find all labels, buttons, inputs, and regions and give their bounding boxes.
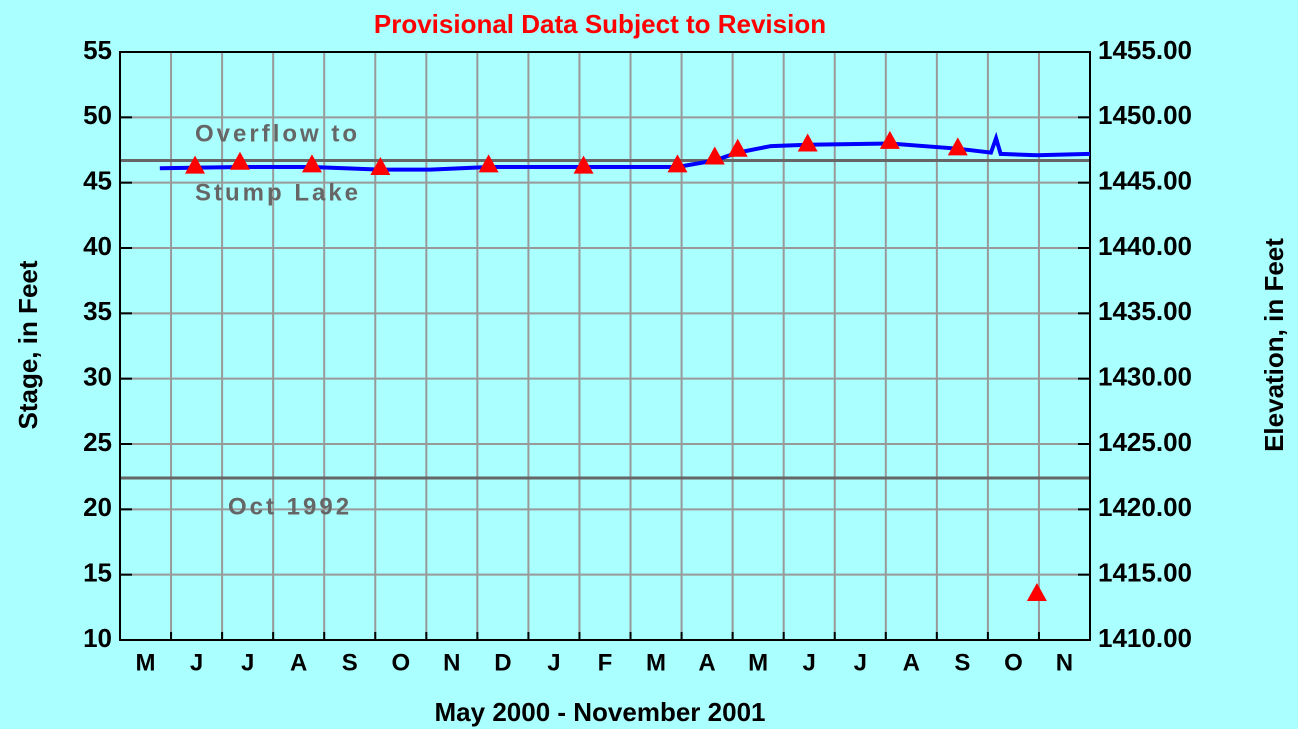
- y-tick-label: 10: [83, 623, 112, 653]
- measurement-marker: [301, 154, 322, 173]
- y2-tick-label: 1430.00: [1098, 362, 1192, 392]
- x-tick-label: J: [547, 649, 560, 676]
- x-tick-label: M: [748, 649, 768, 676]
- reference-label: Stump Lake: [195, 179, 361, 206]
- reference-label: Overflow to: [195, 120, 360, 147]
- y2-tick-label: 1445.00: [1098, 166, 1192, 196]
- x-tick-label: J: [854, 649, 867, 676]
- measurement-marker: [229, 151, 250, 170]
- measurement-marker: [704, 146, 725, 165]
- x-tick-label: J: [190, 649, 203, 676]
- y2-tick-label: 1440.00: [1098, 231, 1192, 261]
- y-tick-label: 20: [83, 492, 112, 522]
- measurement-marker: [478, 154, 499, 173]
- measurement-marker: [879, 130, 900, 149]
- reference-label: Oct 1992: [228, 493, 352, 520]
- x-tick-label: A: [903, 649, 920, 676]
- x-tick-label: D: [494, 649, 511, 676]
- y-tick-label: 55: [83, 35, 112, 65]
- y2-tick-label: 1410.00: [1098, 623, 1192, 653]
- measurement-marker: [667, 154, 688, 173]
- y-tick-label: 45: [83, 166, 112, 196]
- x-tick-label: N: [443, 649, 460, 676]
- measurement-marker: [947, 137, 968, 156]
- y-tick-label: 25: [83, 427, 112, 457]
- x-tick-label: M: [646, 649, 666, 676]
- chart-title: Provisional Data Subject to Revision: [374, 9, 826, 39]
- x-tick-label: N: [1056, 649, 1073, 676]
- y-tick-label: 30: [83, 362, 112, 392]
- y2-tick-label: 1425.00: [1098, 427, 1192, 457]
- x-tick-label: M: [136, 649, 156, 676]
- x-tick-label: A: [290, 649, 307, 676]
- x-tick-label: S: [342, 649, 358, 676]
- x-tick-label: J: [241, 649, 254, 676]
- x-tick-label: J: [803, 649, 816, 676]
- y-tick-label: 50: [83, 100, 112, 130]
- y2-tick-label: 1420.00: [1098, 492, 1192, 522]
- x-tick-label: S: [954, 649, 970, 676]
- measurement-marker: [573, 155, 594, 174]
- y-tick-label: 40: [83, 231, 112, 261]
- x-axis-label: May 2000 - November 2001: [435, 697, 766, 727]
- measurement-marker: [727, 138, 748, 157]
- measurement-marker: [185, 155, 206, 174]
- y2-tick-label: 1455.00: [1098, 35, 1192, 65]
- y2-tick-label: 1450.00: [1098, 100, 1192, 130]
- x-tick-label: A: [698, 649, 715, 676]
- measurement-marker: [370, 156, 391, 175]
- x-tick-label: O: [391, 649, 410, 676]
- measurement-marker: [797, 133, 818, 152]
- plot-frame: [119, 51, 1091, 641]
- measurement-marker: [1026, 582, 1047, 601]
- y2-tick-label: 1415.00: [1098, 558, 1192, 588]
- x-tick-label: F: [598, 649, 613, 676]
- y-axis-label: Stage, in Feet: [13, 260, 43, 429]
- y2-tick-label: 1435.00: [1098, 296, 1192, 326]
- y2-axis-label: Elevation, in Feet: [1259, 238, 1289, 452]
- y-tick-label: 15: [83, 558, 112, 588]
- x-tick-label: O: [1004, 649, 1023, 676]
- y-tick-label: 35: [83, 296, 112, 326]
